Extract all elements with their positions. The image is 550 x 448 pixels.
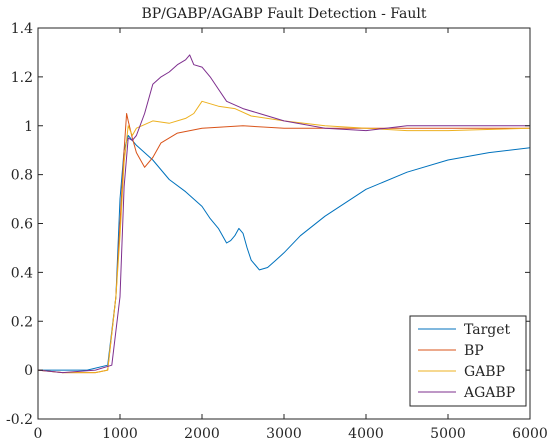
y-tick-label: 0.4: [11, 265, 33, 281]
legend-label-agabp: AGABP: [463, 385, 515, 401]
x-tick-label: 0: [34, 426, 43, 442]
y-tick-label: 1: [24, 119, 33, 135]
series-line-gabp: [37, 100, 531, 374]
x-tick-label: 3000: [266, 426, 302, 442]
x-tick-label: 1000: [102, 426, 138, 442]
series-line-agabp: [37, 54, 530, 374]
y-tick-label: 1.2: [11, 70, 33, 86]
x-axis-ticks: 0 1000 2000 3000 4000 5000 6000: [34, 28, 548, 442]
y-axis-ticks: -0.2 0 0.2 0.4 0.6 0.8 1 1.2 1.4: [6, 21, 530, 428]
plot-lines: [37, 54, 531, 374]
y-tick-label: 0.2: [11, 314, 33, 330]
legend-label-target: Target: [464, 322, 511, 338]
x-tick-label: 6000: [512, 426, 548, 442]
y-tick-label: -0.2: [6, 412, 33, 428]
y-tick-label: 0.8: [11, 168, 33, 184]
x-tick-label: 5000: [430, 426, 466, 442]
y-tick-label: 0: [24, 363, 33, 379]
x-tick-label: 4000: [348, 426, 384, 442]
legend-label-bp: BP: [464, 343, 484, 359]
x-tick-label: 2000: [184, 426, 220, 442]
y-tick-label: 0.6: [11, 217, 33, 233]
legend-label-gabp: GABP: [464, 364, 505, 380]
chart-title: BP/GABP/AGABP Fault Detection - Fault: [141, 6, 426, 22]
legend: Target BP GABP AGABP: [409, 315, 527, 407]
series-line-target: [38, 135, 531, 371]
legend-box: [409, 315, 527, 407]
y-tick-label: 1.4: [11, 21, 33, 37]
